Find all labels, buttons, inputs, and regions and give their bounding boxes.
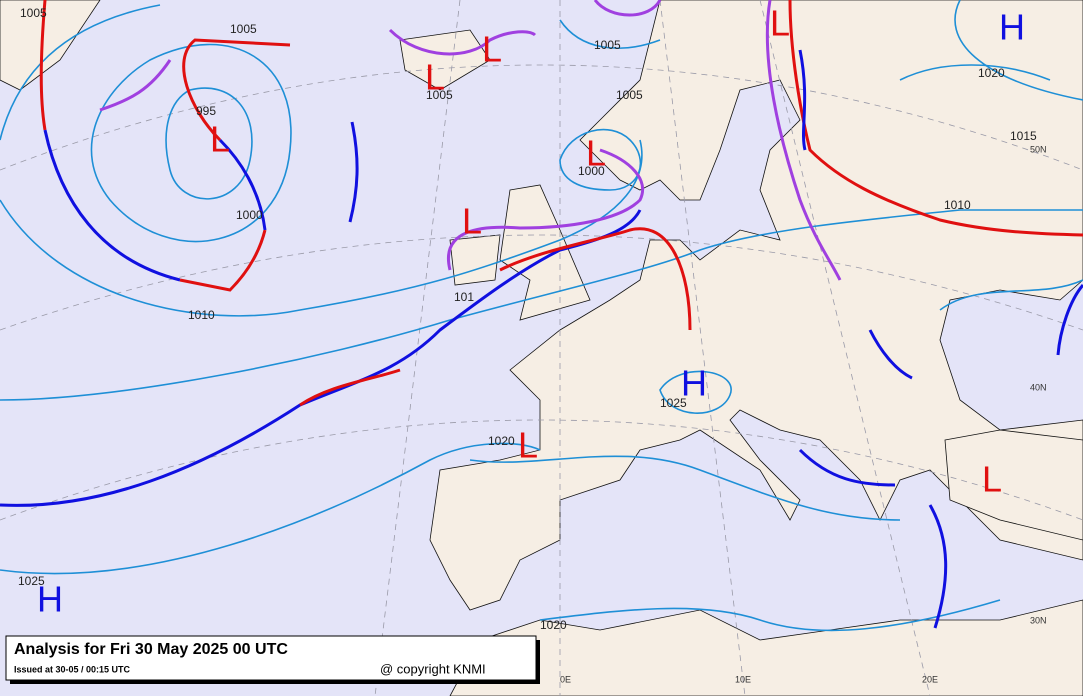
warm-front — [182, 38, 291, 142]
grid-line — [659, 0, 746, 696]
isobar-label: 1005 — [594, 38, 621, 52]
low-label: L — [482, 29, 502, 70]
issued-time: Issued at 30-05 / 00:15 UTC — [14, 664, 131, 674]
cold-front — [43, 129, 181, 282]
isobar-label: 1020 — [540, 618, 567, 632]
isobar — [954, 0, 1083, 101]
isobar — [0, 209, 1083, 401]
africa — [449, 599, 1083, 696]
iceland — [399, 29, 491, 91]
isobar-label: 995 — [196, 104, 216, 118]
low-label: L — [425, 57, 445, 98]
isobar-label: 1000 — [578, 164, 605, 178]
copyright: @ copyright KNMI — [380, 661, 486, 676]
cold-front — [798, 49, 807, 151]
grid-line — [0, 64, 1083, 171]
low-label: L — [586, 133, 606, 174]
caption-panel — [5, 635, 537, 681]
isobar-label: 1000 — [236, 208, 263, 222]
occluded-front — [388, 28, 537, 56]
isobar-label: 101 — [454, 290, 474, 304]
occluded-front — [447, 148, 645, 271]
isobar — [659, 370, 732, 414]
trough — [1056, 284, 1083, 356]
isobar — [0, 139, 643, 317]
warm-front — [179, 229, 267, 292]
isobars — [0, 0, 1083, 632]
occluded-front — [593, 0, 662, 17]
grid-line — [0, 419, 1083, 521]
isobar — [0, 442, 541, 575]
isobar — [90, 43, 292, 243]
turkey — [944, 429, 1083, 541]
fronts — [0, 0, 1083, 629]
isobar — [559, 128, 642, 191]
isobar — [469, 455, 901, 521]
occluded-front — [99, 59, 172, 112]
isobar — [559, 19, 661, 49]
pressure-centres: H L L L L L H L L H L — [37, 3, 1025, 620]
isobar-labels: 1005 995 1000 1010 1005 1005 1005 1005 1… — [18, 6, 1037, 632]
warm-front — [499, 227, 692, 331]
warm-front — [299, 368, 401, 407]
isobar — [939, 279, 1083, 311]
latitude-label: 40N — [1030, 382, 1047, 392]
isobar-label: 1020 — [978, 66, 1005, 80]
isobar — [0, 4, 161, 141]
grid-line — [374, 0, 461, 696]
low-label: L — [518, 425, 538, 466]
trough — [798, 448, 896, 487]
isobar-label: 1005 — [616, 88, 643, 102]
isobar-label: 1010 — [944, 198, 971, 212]
isobar-label: 1005 — [230, 22, 257, 36]
grid-labels: 50N 40N 30N 0E 10E 20E — [560, 144, 1047, 684]
warm-front — [39, 0, 47, 131]
high-label: H — [681, 363, 707, 404]
isobar — [899, 64, 1051, 81]
analysis-title: Analysis for Fri 30 May 2025 00 UTC — [14, 641, 288, 658]
latitude-label: 30N — [1030, 615, 1047, 625]
trough — [348, 121, 359, 223]
occluded-front — [765, 0, 842, 281]
isobar-label: 1025 — [18, 574, 45, 588]
trough — [868, 329, 913, 380]
low-label: L — [770, 3, 790, 44]
low-label: L — [210, 119, 230, 160]
isobar-label: 1005 — [20, 6, 47, 20]
trough — [928, 504, 948, 629]
longitude-label: 20E — [922, 674, 938, 684]
latitude-label: 50N — [1030, 144, 1047, 154]
low-label: L — [982, 459, 1002, 500]
isobar-label: 1020 — [488, 434, 515, 448]
isobar-label: 1025 — [660, 396, 687, 410]
low-label: L — [462, 201, 482, 242]
caption-box: Analysis for Fri 30 May 2025 00 UTC Issu… — [5, 635, 540, 684]
isobar — [539, 599, 1001, 632]
grid-line — [759, 0, 931, 696]
isobar-label: 1005 — [426, 88, 453, 102]
isobar — [165, 87, 253, 200]
warm-front — [788, 0, 1083, 237]
high-label: H — [37, 579, 63, 620]
cold-front — [218, 138, 267, 231]
longitude-label: 0E — [560, 674, 571, 684]
high-label: H — [999, 7, 1025, 48]
longitude-label: 10E — [735, 674, 751, 684]
grid-line — [0, 234, 1083, 331]
isobar-label: 1015 — [1010, 129, 1037, 143]
isobar-label: 1010 — [188, 308, 215, 322]
ireland — [449, 234, 501, 286]
